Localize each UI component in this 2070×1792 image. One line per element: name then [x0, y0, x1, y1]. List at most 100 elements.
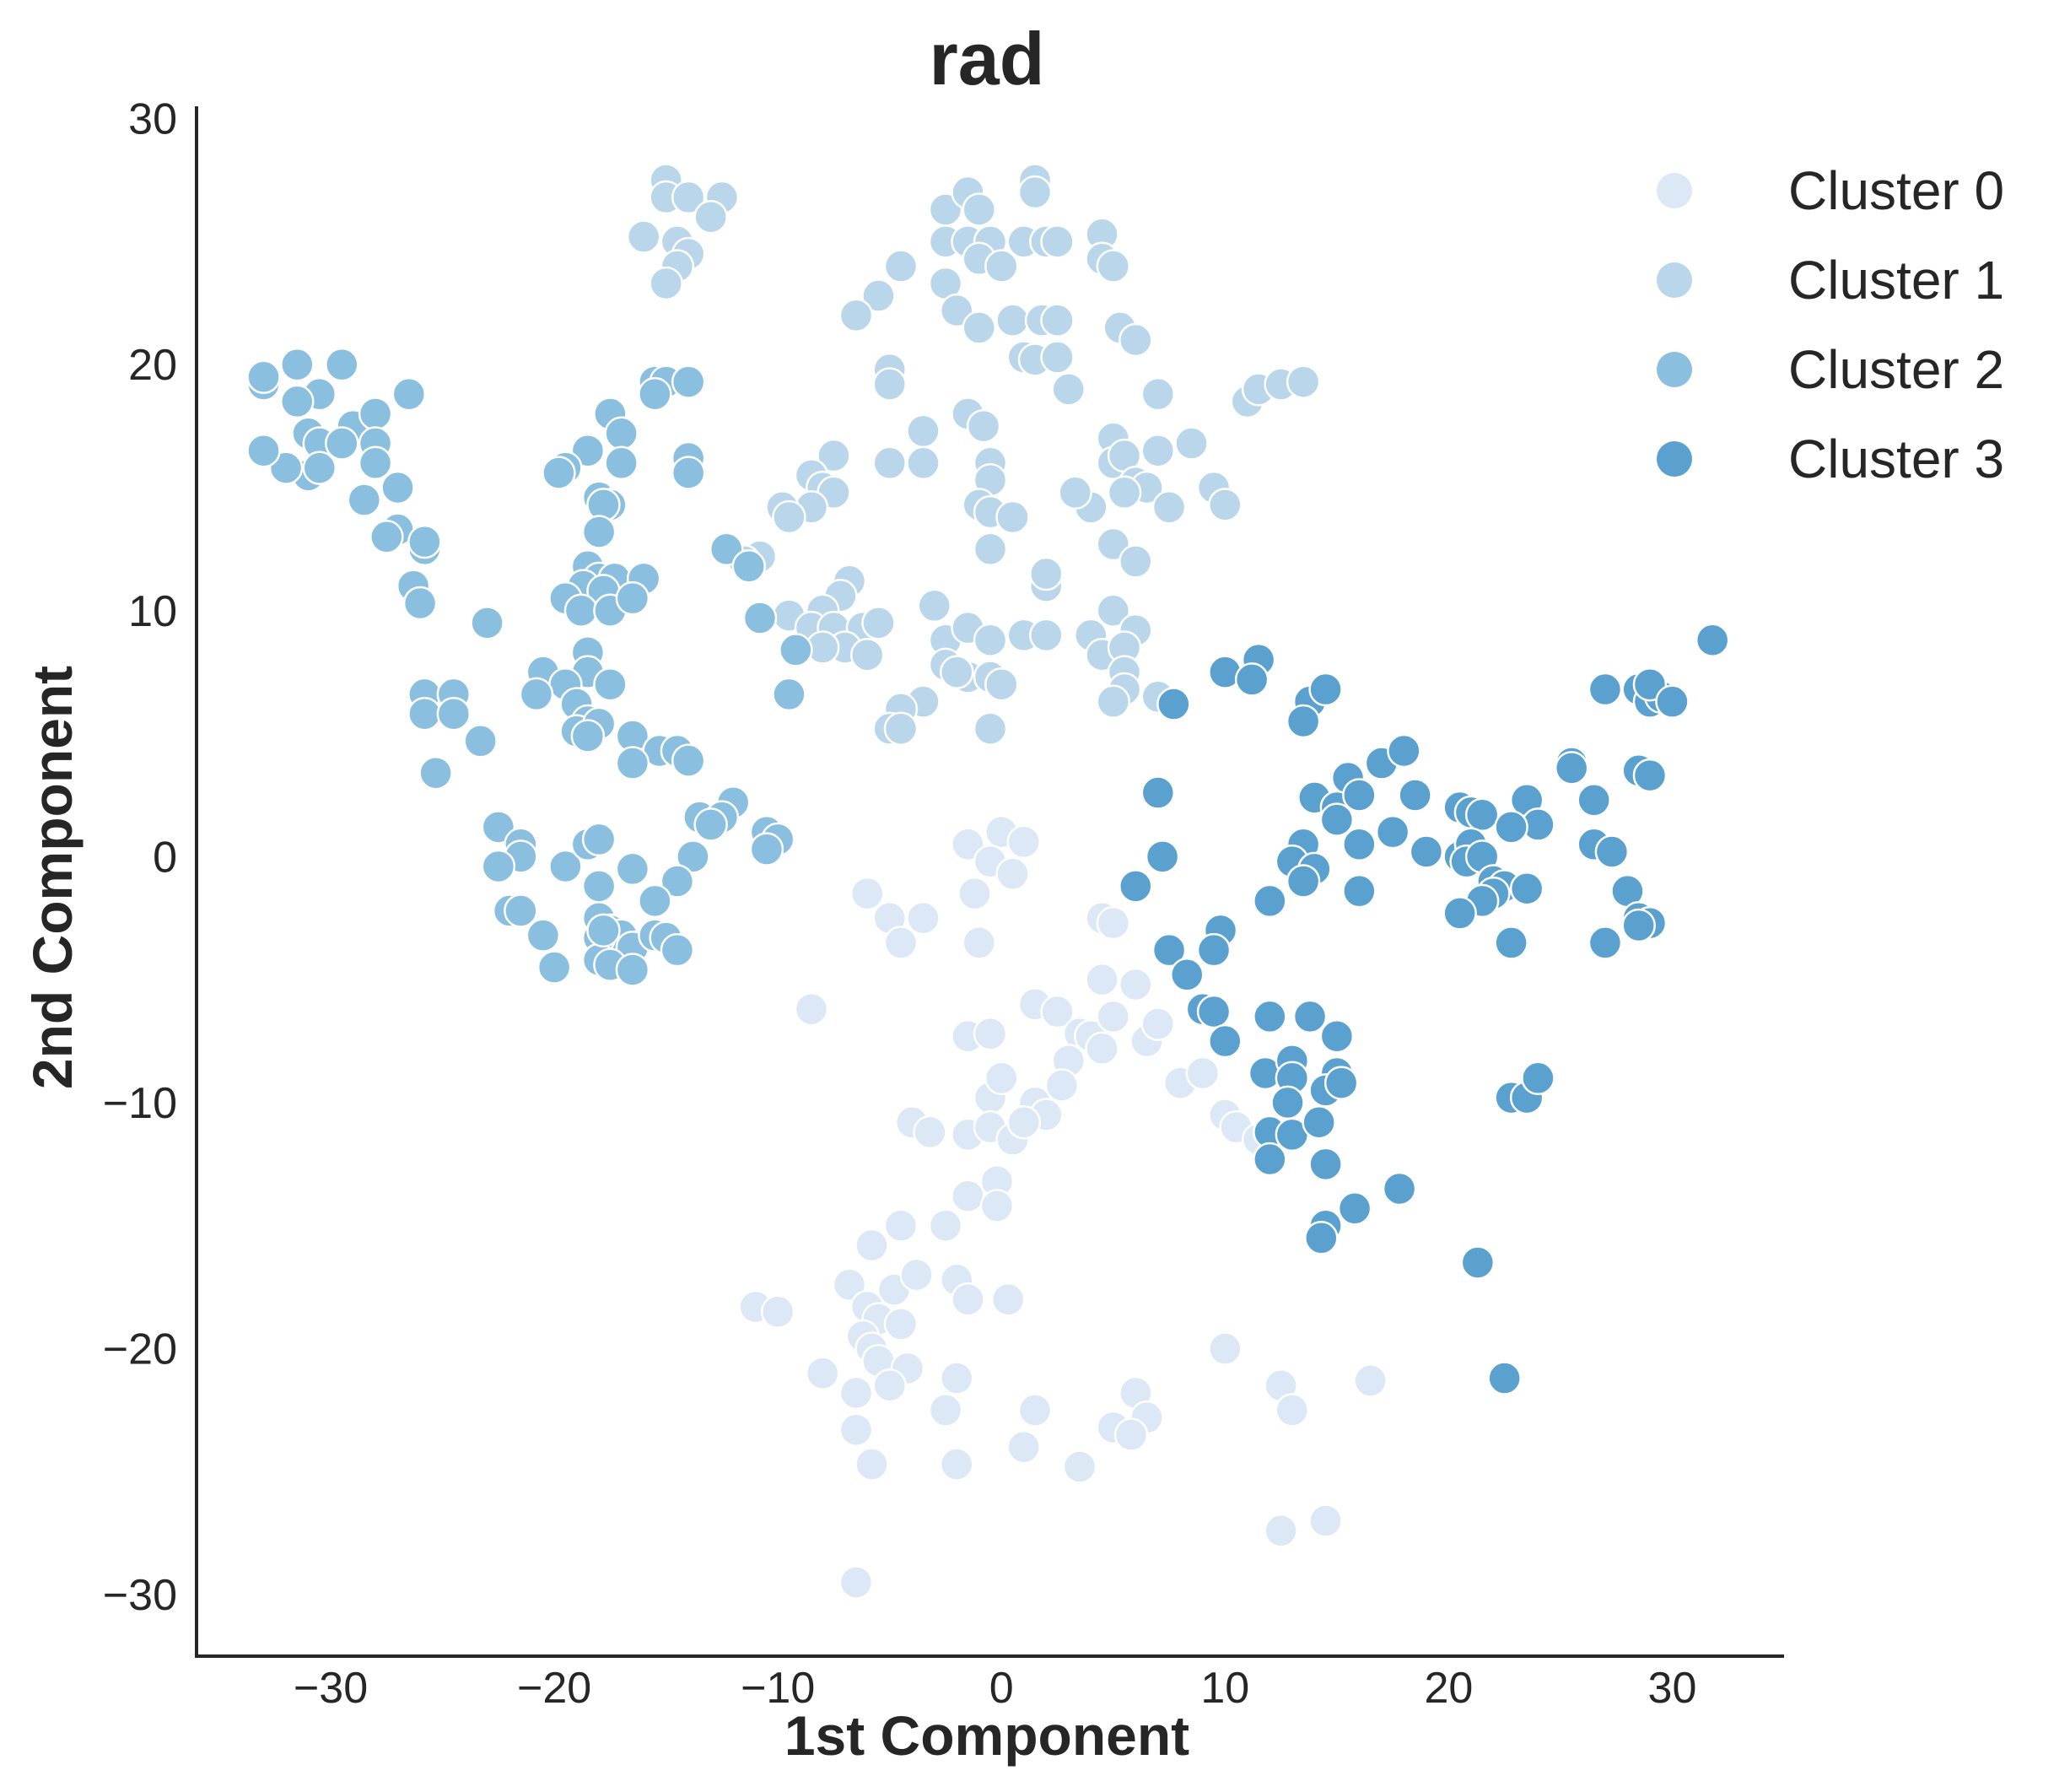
data-point [436, 696, 472, 731]
data-point [973, 623, 1008, 657]
data-point [1051, 372, 1086, 407]
data-point [951, 1282, 985, 1317]
data-point [962, 926, 996, 960]
data-point [246, 433, 281, 468]
data-point [1588, 672, 1623, 707]
data-point [1096, 905, 1131, 941]
data-point [1253, 883, 1287, 919]
x-axis-ticks: −30 −20 −10 0 10 20 30 [294, 1664, 1696, 1713]
data-point [1196, 932, 1232, 968]
data-point [1006, 1105, 1042, 1140]
data-point [615, 746, 650, 780]
data-point [325, 347, 359, 382]
data-point [1487, 1361, 1522, 1395]
data-point [951, 1179, 985, 1213]
data-point [849, 637, 885, 672]
data-point [1170, 958, 1205, 992]
x-tick-label: −30 [294, 1664, 368, 1713]
data-point [849, 876, 885, 911]
data-point [1208, 488, 1243, 522]
data-point [1264, 1514, 1298, 1548]
data-point [1208, 1023, 1243, 1059]
data-point [872, 1368, 907, 1403]
legend-marker [1657, 352, 1692, 387]
data-point [872, 367, 907, 402]
data-point [1017, 175, 1053, 210]
data-point [1096, 593, 1131, 629]
data-point [1085, 1031, 1119, 1066]
data-point [962, 192, 996, 227]
data-point [693, 807, 728, 842]
legend-label: Cluster 2 [1788, 339, 2004, 400]
data-point [1353, 1363, 1388, 1398]
data-point [939, 655, 974, 689]
data-point [481, 849, 516, 884]
data-point [1382, 1171, 1417, 1206]
data-point [391, 376, 427, 412]
data-point [581, 822, 617, 857]
data-point [928, 1393, 963, 1428]
data-point [1140, 1007, 1176, 1041]
data-point [1632, 758, 1668, 793]
legend-label: Cluster 0 [1788, 160, 2004, 221]
data-point [693, 199, 728, 235]
data-point [1208, 1331, 1243, 1366]
data-point [676, 839, 710, 874]
data-point [1006, 1429, 1042, 1465]
data-point [1342, 873, 1377, 909]
data-point [1151, 932, 1187, 968]
data-point [581, 869, 617, 904]
data-point [939, 1361, 974, 1395]
data-point [369, 520, 404, 554]
data-point [638, 376, 672, 412]
data-point [883, 711, 919, 746]
data-point [838, 298, 874, 333]
data-point [838, 1412, 874, 1447]
x-tick-label: 0 [989, 1664, 1014, 1713]
data-point [615, 851, 650, 887]
data-point [358, 397, 393, 431]
legend-marker [1657, 173, 1692, 208]
data-point [1029, 556, 1064, 591]
data-point [990, 1282, 1026, 1317]
x-tick-label: −20 [517, 1664, 591, 1713]
data-point [1185, 1055, 1221, 1091]
x-tick-label: 20 [1424, 1664, 1473, 1713]
data-point [325, 426, 359, 461]
y-axis-label: 2nd Component [21, 666, 84, 1089]
data-point [772, 677, 806, 712]
data-point [973, 711, 1008, 746]
data-point [1494, 810, 1528, 845]
data-point [1319, 802, 1355, 837]
data-point [979, 1189, 1015, 1223]
data-point [280, 347, 315, 382]
data-point [1286, 364, 1321, 399]
data-point [794, 991, 829, 1027]
data-point [418, 755, 453, 791]
y-tick-label: 0 [153, 833, 177, 882]
data-point [1140, 376, 1176, 412]
data-point [984, 249, 1019, 283]
data-point [973, 532, 1008, 567]
data-point [1342, 778, 1377, 812]
data-point [246, 359, 281, 394]
data-point [649, 266, 683, 301]
data-point [1342, 827, 1377, 862]
x-tick-label: 10 [1200, 1664, 1249, 1713]
data-point [1509, 871, 1544, 906]
y-tick-label: −30 [103, 1571, 177, 1620]
data-point [1156, 687, 1191, 721]
data-point [1621, 908, 1656, 943]
series-cluster-2 [246, 347, 813, 987]
data-point [407, 696, 442, 731]
data-point [973, 1017, 1008, 1051]
data-point [1375, 814, 1410, 850]
data-point [1253, 999, 1287, 1034]
data-point [939, 1447, 974, 1482]
data-point [380, 470, 415, 505]
data-point [1655, 684, 1690, 719]
data-point [1174, 426, 1209, 461]
data-point [906, 445, 941, 481]
data-point [548, 849, 583, 884]
data-point [542, 456, 576, 490]
